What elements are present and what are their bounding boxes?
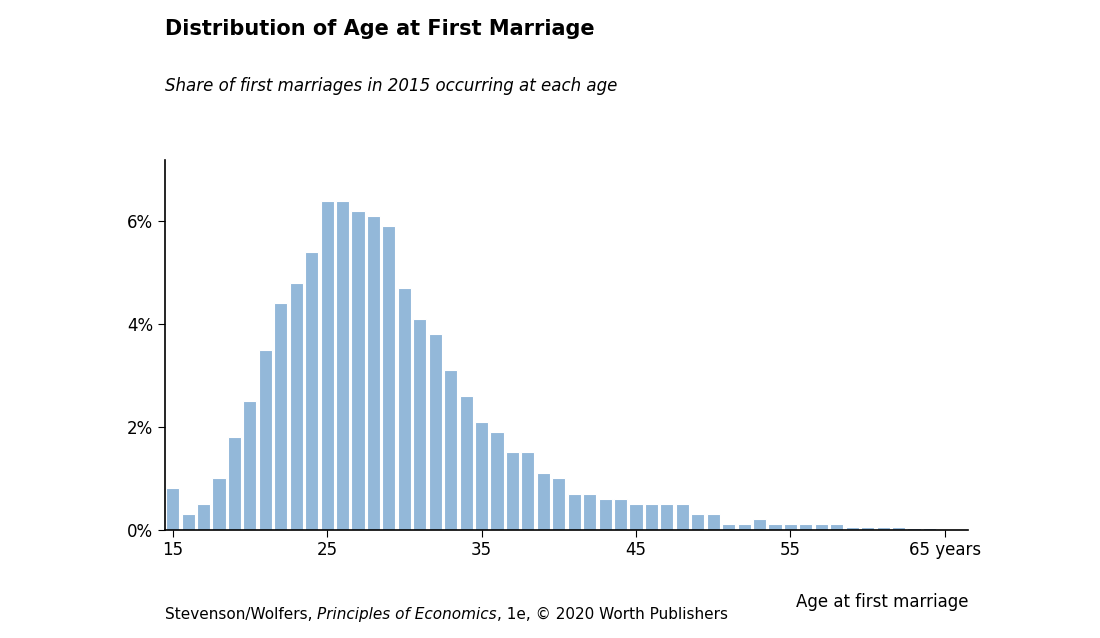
Bar (629, 504, 642, 530)
Bar (320, 200, 333, 530)
Bar (383, 226, 396, 530)
Bar (675, 504, 689, 530)
Bar (769, 524, 781, 530)
Bar (414, 319, 427, 530)
Bar (212, 478, 226, 530)
Bar (830, 524, 844, 530)
Bar (706, 514, 719, 530)
Bar (475, 422, 488, 530)
Bar (691, 514, 704, 530)
Bar (908, 528, 921, 530)
Bar (660, 504, 673, 530)
Bar (800, 524, 813, 530)
Bar (645, 504, 658, 530)
Text: Stevenson/Wolfers,: Stevenson/Wolfers, (165, 607, 318, 622)
Bar (938, 528, 952, 530)
Bar (754, 519, 766, 530)
Bar (923, 528, 936, 530)
Bar (305, 252, 318, 530)
Bar (537, 473, 550, 530)
Bar (583, 494, 596, 530)
Bar (182, 514, 195, 530)
Bar (243, 401, 256, 530)
Bar (784, 524, 798, 530)
Bar (398, 288, 411, 530)
Bar (737, 524, 750, 530)
Bar (552, 478, 565, 530)
Bar (491, 432, 504, 530)
Bar (722, 524, 735, 530)
Bar (877, 527, 890, 530)
Bar (815, 524, 828, 530)
Bar (166, 489, 179, 530)
Text: Principles of Economics: Principles of Economics (318, 607, 497, 622)
Bar (444, 370, 458, 530)
Bar (289, 283, 302, 530)
Bar (228, 437, 241, 530)
Text: , 1e, © 2020 Worth Publishers: , 1e, © 2020 Worth Publishers (497, 607, 728, 622)
Bar (521, 452, 535, 530)
Bar (352, 211, 364, 530)
Bar (614, 499, 627, 530)
Bar (197, 504, 210, 530)
Bar (336, 200, 349, 530)
Bar (367, 216, 380, 530)
Bar (258, 350, 272, 530)
Bar (506, 452, 519, 530)
Text: Age at first marriage: Age at first marriage (795, 593, 968, 611)
Bar (429, 334, 442, 530)
Text: Share of first marriages in 2015 occurring at each age: Share of first marriages in 2015 occurri… (165, 77, 617, 94)
Bar (598, 499, 612, 530)
Text: Distribution of Age at First Marriage: Distribution of Age at First Marriage (165, 19, 595, 39)
Bar (846, 527, 859, 530)
Bar (861, 527, 875, 530)
Bar (460, 396, 473, 530)
Bar (892, 527, 905, 530)
Bar (274, 304, 287, 530)
Bar (568, 494, 581, 530)
